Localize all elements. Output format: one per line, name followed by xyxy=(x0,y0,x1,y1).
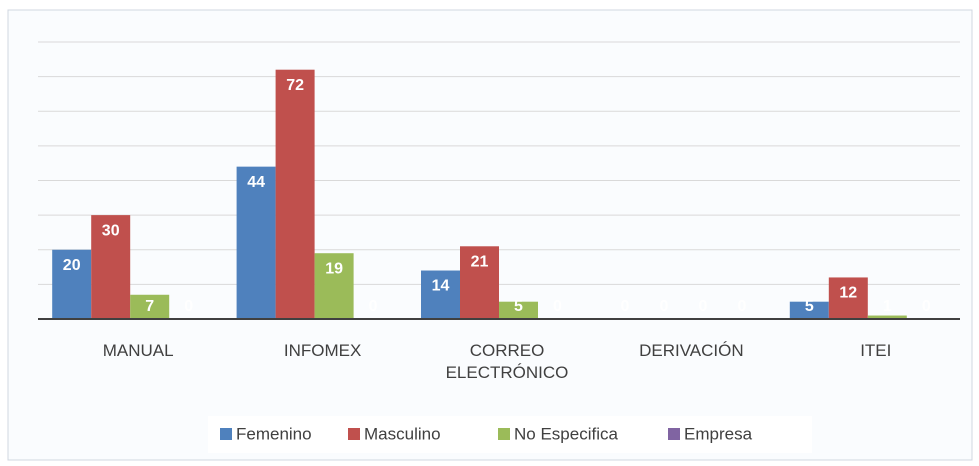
legend-swatch xyxy=(220,428,232,440)
bar xyxy=(460,246,499,319)
bar xyxy=(130,294,170,319)
legend-label: No Especifica xyxy=(514,424,618,443)
value-label: 0 xyxy=(698,298,707,315)
bar xyxy=(789,301,829,319)
value-label: 20 xyxy=(63,257,81,274)
x-tick-label: CORREO ELECTRÓNICO xyxy=(445,341,569,382)
x-tick-label: MANUAL xyxy=(102,341,174,360)
value-label: 12 xyxy=(839,285,857,302)
value-label: 5 xyxy=(514,298,523,315)
value-label: 0 xyxy=(737,298,746,315)
value-label: 1 xyxy=(883,298,892,315)
value-label: 30 xyxy=(102,222,120,239)
value-label: 19 xyxy=(325,260,343,277)
bar xyxy=(421,270,460,319)
legend-label: Femenino xyxy=(236,424,312,443)
value-label: 0 xyxy=(369,298,378,315)
bar xyxy=(236,166,276,319)
x-tick-label: ITEI xyxy=(860,341,892,360)
legend-label: Masculino xyxy=(364,424,441,443)
value-label: 0 xyxy=(620,298,629,315)
bar xyxy=(828,277,868,319)
legend-swatch xyxy=(668,428,680,440)
value-label: 14 xyxy=(432,278,450,295)
bar xyxy=(314,253,354,319)
bar xyxy=(867,315,907,319)
value-label: 72 xyxy=(286,77,304,94)
value-label: 7 xyxy=(145,298,154,315)
value-label: 5 xyxy=(805,298,814,315)
value-label: 0 xyxy=(184,298,193,315)
value-label: 21 xyxy=(471,254,489,271)
x-tick-label: INFOMEX xyxy=(283,341,362,360)
bar xyxy=(91,215,131,319)
bar xyxy=(52,249,92,319)
value-label: 0 xyxy=(659,298,668,315)
legend-swatch xyxy=(348,428,360,440)
value-label: 44 xyxy=(247,174,265,191)
x-tick-label: DERIVACIÓN xyxy=(639,341,744,360)
value-label: 0 xyxy=(553,298,562,315)
bar xyxy=(275,69,315,319)
legend-label: Empresa xyxy=(684,424,753,443)
legend-swatch xyxy=(498,428,510,440)
chart-frame xyxy=(7,9,973,461)
bar xyxy=(499,301,538,319)
value-label: 0 xyxy=(922,298,931,315)
